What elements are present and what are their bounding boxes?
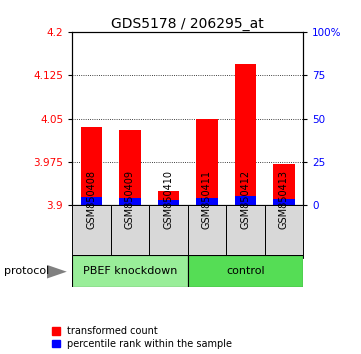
Bar — [226, 205, 265, 258]
Bar — [111, 205, 149, 258]
Bar — [188, 205, 226, 258]
Bar — [119, 130, 140, 205]
Text: GSM850408: GSM850408 — [86, 170, 96, 229]
Bar — [265, 205, 303, 258]
Bar — [196, 198, 218, 205]
Title: GDS5178 / 206295_at: GDS5178 / 206295_at — [111, 17, 264, 31]
Bar — [81, 127, 102, 205]
Legend: transformed count, percentile rank within the sample: transformed count, percentile rank withi… — [52, 326, 232, 349]
Bar — [72, 205, 111, 258]
Text: protocol: protocol — [4, 266, 49, 276]
Bar — [158, 200, 179, 205]
Bar — [119, 198, 140, 205]
Text: GSM850411: GSM850411 — [202, 170, 212, 229]
Polygon shape — [47, 265, 67, 279]
Bar — [273, 199, 295, 205]
Bar — [235, 64, 256, 205]
Text: GSM850409: GSM850409 — [125, 170, 135, 229]
Bar — [196, 119, 218, 205]
Bar — [149, 205, 188, 258]
Bar — [188, 255, 303, 287]
Text: GSM850412: GSM850412 — [240, 170, 251, 229]
Text: PBEF knockdown: PBEF knockdown — [83, 266, 177, 276]
Text: GSM850413: GSM850413 — [279, 170, 289, 229]
Bar — [81, 197, 102, 205]
Bar — [273, 164, 295, 205]
Bar — [158, 191, 179, 205]
Bar — [235, 196, 256, 205]
Bar — [72, 255, 188, 287]
Text: control: control — [226, 266, 265, 276]
Text: GSM850410: GSM850410 — [164, 170, 174, 229]
